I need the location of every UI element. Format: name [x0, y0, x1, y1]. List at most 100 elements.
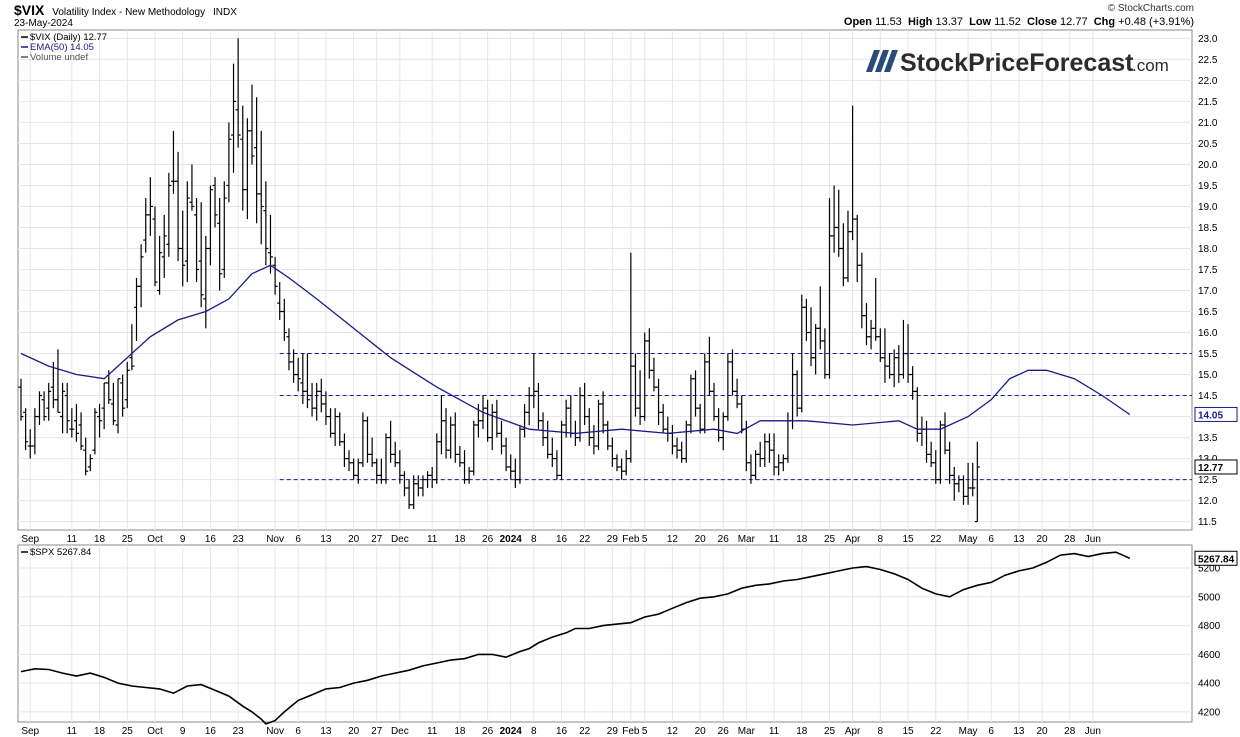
ohlc-bar: [970, 462, 976, 497]
vix-last-value-tag: 12.77: [1194, 459, 1238, 475]
lower-y-tick-label: 4200: [1198, 707, 1221, 718]
ohlc-bar: [859, 252, 865, 329]
ohlc-bar: [850, 105, 856, 241]
lower-legend-entry: $SPX 5267.84: [30, 547, 91, 558]
ohlc-bar: [212, 177, 218, 228]
main-x-tick-label: 2024: [500, 534, 523, 545]
ohlc-bar: [498, 420, 504, 455]
main-x-tick-label: Sep: [21, 534, 39, 545]
ohlc-bar: [425, 471, 431, 488]
ohlc-bar: [586, 408, 592, 446]
main-x-tick-label: 5: [642, 534, 648, 545]
ohlc-bar: [522, 403, 528, 438]
lower-y-tick-label: 5000: [1198, 592, 1221, 603]
main-x-tick-label: 26: [718, 534, 730, 545]
ohlc-bar: [924, 420, 930, 463]
lower-x-tick-label: 13: [320, 726, 332, 737]
ohlc-bar: [780, 454, 786, 472]
ohlc-bar: [180, 210, 186, 287]
main-y-tick-label: 19.5: [1198, 181, 1218, 192]
lower-x-tick-label: 18: [796, 726, 808, 737]
ohlc-bar: [799, 294, 805, 413]
ohlc-bar: [563, 399, 569, 438]
main-legend-entry: Volume undef: [30, 52, 88, 63]
ohlc-bar: [877, 328, 883, 362]
ohlc-bar: [203, 235, 209, 329]
lower-x-tick-label: 11: [427, 726, 438, 737]
lower-x-tick-label: 5: [642, 726, 648, 737]
ohlc-bar: [388, 420, 394, 463]
main-x-tick-label: 18: [796, 534, 808, 545]
lower-x-tick-label: 8: [878, 726, 884, 737]
lower-x-tick-label: May: [959, 726, 978, 737]
ohlc-bar: [443, 408, 449, 459]
ohlc-bar: [434, 433, 440, 484]
ohlc-bar: [258, 130, 264, 245]
ohlc-bar: [36, 391, 42, 425]
ohlc-bar: [374, 458, 380, 484]
lower-x-tick-label: 23: [233, 726, 245, 737]
ohlc-bar: [355, 458, 361, 484]
exchange: INDX: [213, 7, 237, 18]
ohlc-bar: [143, 198, 149, 253]
ohlc-bar: [92, 408, 98, 455]
ohlc-bar: [281, 298, 287, 341]
main-x-tick-label: 25: [122, 534, 134, 545]
spx-last-value-tag: 5267.84: [1194, 550, 1238, 566]
ohlc-bar: [729, 349, 735, 396]
ohlc-bar: [73, 403, 79, 442]
ohlc-bar: [771, 433, 777, 476]
ohlc-bar: [623, 450, 629, 476]
ohlc-bar: [762, 433, 768, 467]
ohlc-bar: [60, 382, 66, 434]
ohlc-bar: [619, 458, 625, 480]
ema-value-tag: 14.05: [1194, 406, 1238, 422]
ohlc-bar: [78, 412, 84, 451]
chart-date: 23-May-2024: [14, 18, 73, 29]
main-x-tick-label: Apr: [845, 534, 861, 545]
lower-x-tick-label: Mar: [738, 726, 756, 737]
ohlc-bar: [120, 374, 126, 417]
main-x-tick-label: 16: [556, 534, 568, 545]
main-x-tick-label: 11: [67, 534, 78, 545]
ohlc-bar: [753, 450, 759, 480]
ohlc-bar: [933, 450, 939, 484]
ohlc-bar: [392, 441, 398, 467]
main-y-tick-label: 15.5: [1198, 349, 1218, 360]
ohlc-bar: [198, 202, 204, 308]
ohlc-bar: [41, 391, 47, 421]
main-x-tick-label: May: [959, 534, 978, 545]
open-label: Open: [843, 16, 873, 28]
main-x-tick-label: 11: [427, 534, 438, 545]
close-value: 12.77: [1060, 16, 1088, 28]
ohlc-bar: [905, 324, 911, 383]
main-y-tick-label: 22.5: [1198, 55, 1218, 66]
ohlc-bar: [166, 172, 172, 257]
ohlc-bar: [217, 198, 223, 291]
ohlc-bar: [129, 324, 135, 371]
main-x-tick-label: 8: [531, 534, 537, 545]
ohlc-bar: [679, 441, 685, 463]
ohlc-bar: [628, 252, 634, 463]
main-x-tick-label: Feb: [622, 534, 640, 545]
ohlc-bar: [494, 399, 500, 438]
ohlc-bar: [688, 374, 694, 434]
ohlc-bar: [221, 181, 227, 278]
ohlc-bar: [314, 382, 320, 421]
ohlc-bar: [808, 307, 814, 367]
ohlc-bar: [706, 336, 712, 396]
ohlc-bar: [947, 441, 953, 484]
lower-y-tick-label: 5200: [1198, 564, 1221, 575]
ohlc-bar: [974, 441, 980, 523]
ohlc-bar: [609, 437, 615, 467]
ohlc-bar: [365, 416, 370, 463]
ohlc-bar: [956, 475, 962, 493]
ohlc-bar: [378, 458, 384, 484]
main-y-tick-label: 18.0: [1198, 244, 1218, 255]
ohlc-bar: [286, 328, 292, 371]
main-y-tick-label: 16.5: [1198, 307, 1218, 318]
ohlc-bar: [69, 408, 75, 438]
ohlc-bar: [272, 256, 278, 295]
ohlc-bar: [147, 177, 153, 236]
chg-value: +0.48 (+3.91%): [1118, 16, 1194, 28]
